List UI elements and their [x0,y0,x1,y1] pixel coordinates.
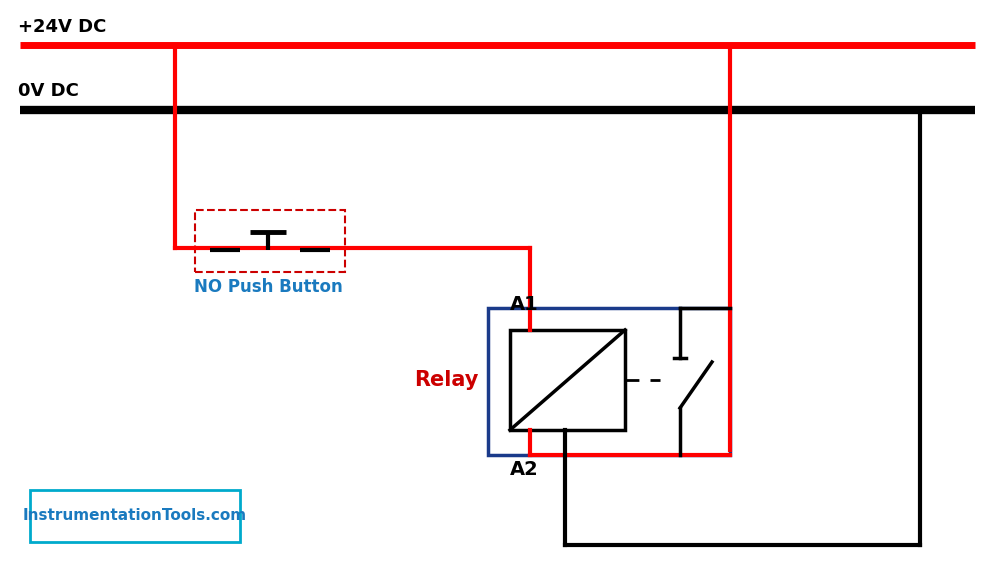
Bar [30,490,240,542]
Text: +24V DC: +24V DC [18,18,106,36]
Bar [195,210,345,272]
Text: 0V DC: 0V DC [18,82,79,100]
Bar [510,330,624,430]
Text: A2: A2 [510,460,538,479]
Text: Relay: Relay [414,370,477,390]
Bar [487,308,730,455]
Text: InstrumentationTools.com: InstrumentationTools.com [23,508,247,524]
Text: A1: A1 [510,295,538,314]
Text: NO Push Button: NO Push Button [194,278,342,296]
